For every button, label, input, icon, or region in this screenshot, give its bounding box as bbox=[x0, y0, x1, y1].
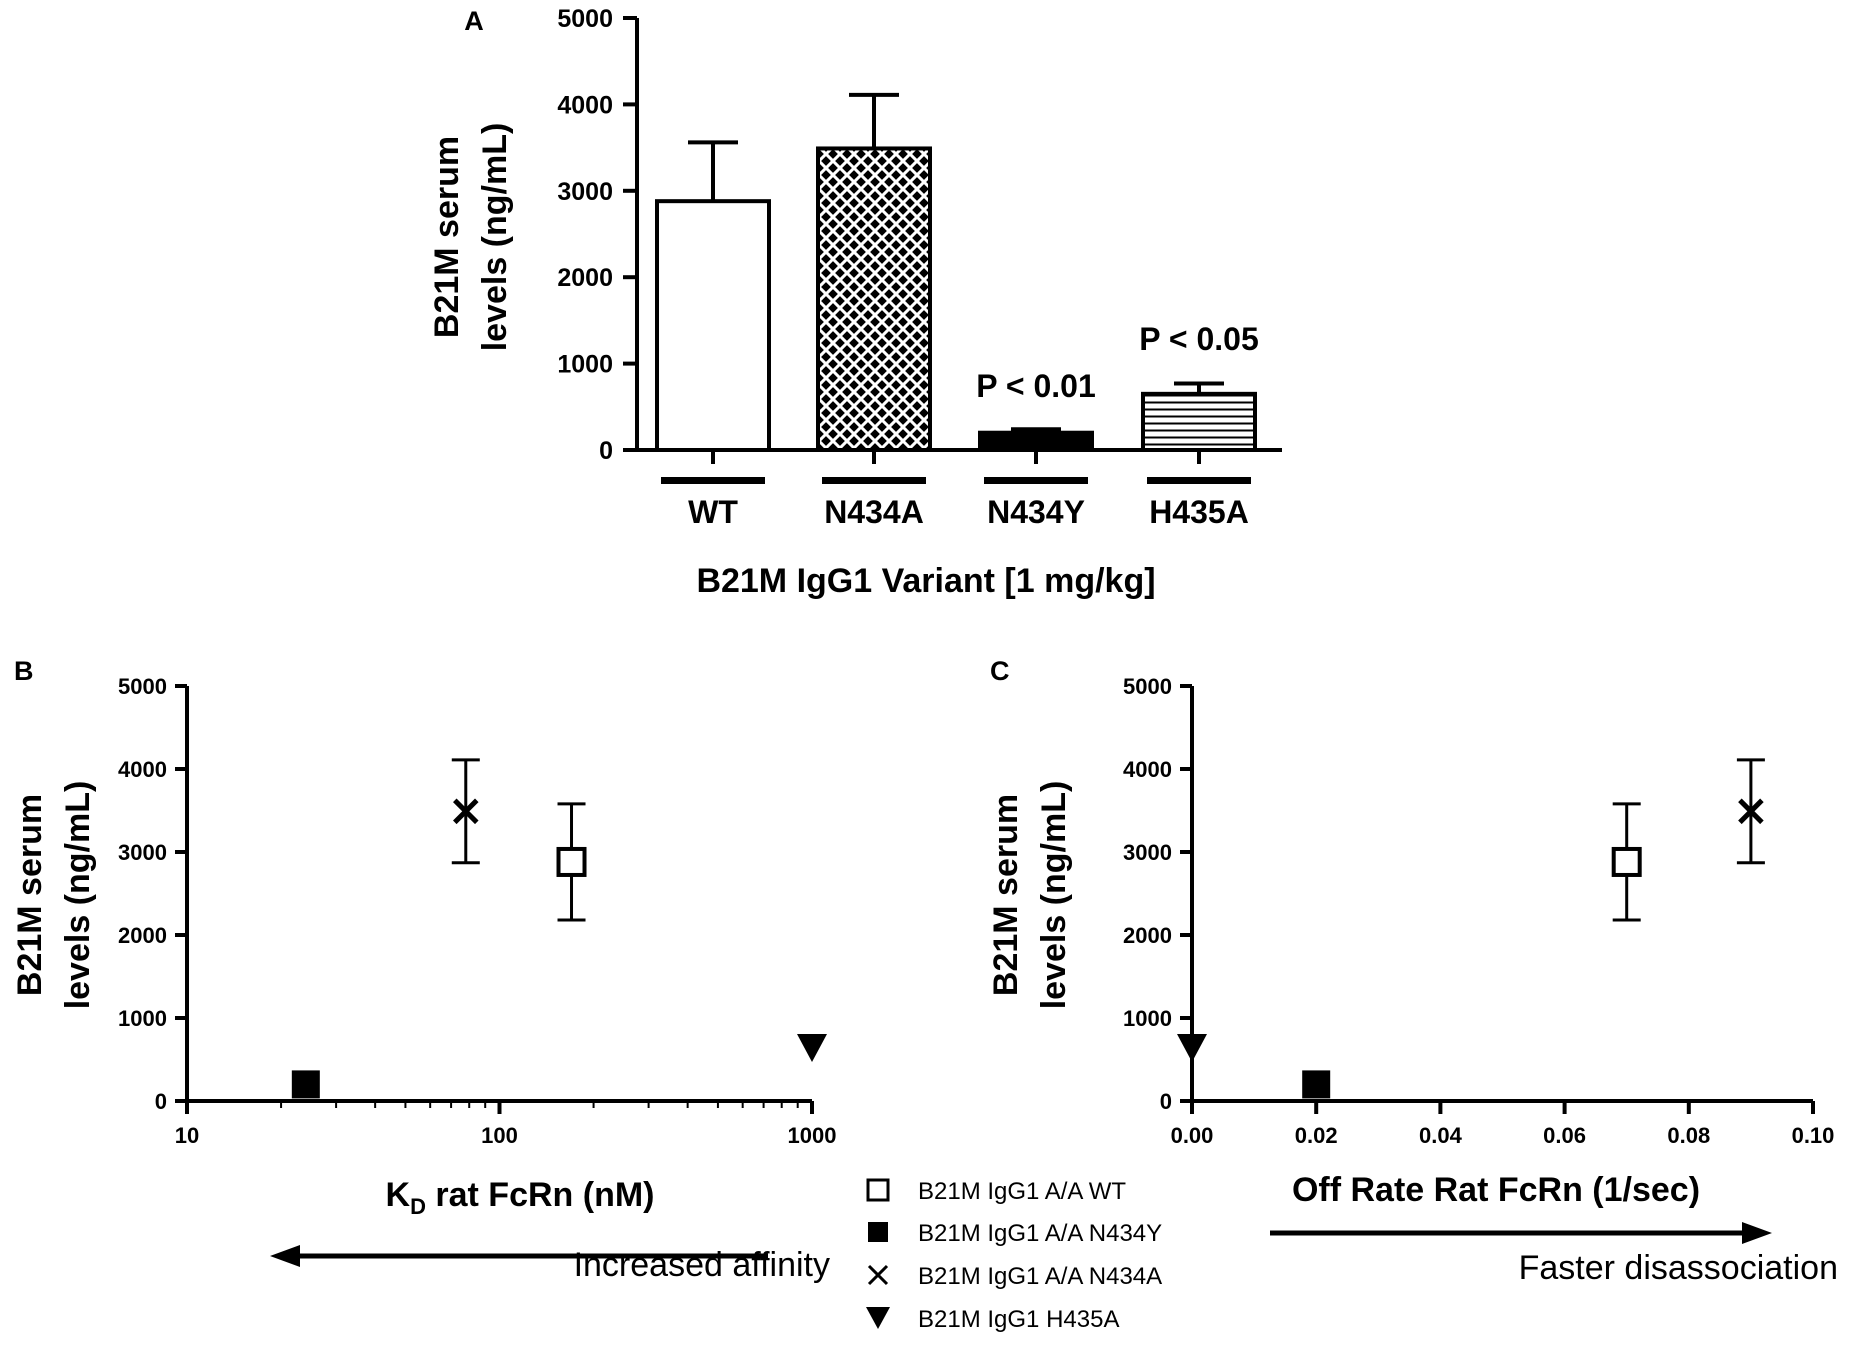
y-tick-label: 3000 bbox=[1123, 840, 1172, 865]
y-label-line-1: B21M serum bbox=[987, 794, 1025, 996]
y-tick-label: 0 bbox=[1160, 1089, 1172, 1114]
category-underline-N434Y bbox=[984, 477, 1088, 484]
legend-label: B21M IgG1 A/A N434A bbox=[918, 1263, 1162, 1290]
y-tick-label: 0 bbox=[155, 1089, 167, 1114]
point-n434a-x-mark bbox=[1738, 798, 1764, 825]
category-label-N434Y: N434Y bbox=[987, 494, 1085, 530]
legend-label: B21M IgG1 H435A bbox=[918, 1306, 1119, 1333]
panel-c-letter: C bbox=[990, 656, 1010, 686]
panel-b-arrow-label: Increased affinity bbox=[574, 1246, 830, 1284]
panel-b-direction-arrow bbox=[270, 1245, 768, 1267]
y-label-line-2: levels (ng/mL) bbox=[476, 123, 514, 352]
category-underline-N434A bbox=[822, 477, 926, 484]
panel-b-axes: 0 1000 2000 3000 4000 5000 10 100 1000 bbox=[118, 674, 836, 1148]
panel-c-direction-arrow bbox=[1270, 1222, 1772, 1244]
panel-c-points bbox=[1177, 758, 1765, 1101]
legend-entry-h435a: B21M IgG1 H435A bbox=[866, 1306, 1119, 1333]
y-tick-label: 2000 bbox=[557, 264, 613, 292]
y-tick-label: 5000 bbox=[1123, 674, 1172, 699]
point-h435a-triangle bbox=[797, 1034, 827, 1063]
legend-entry-n434a: B21M IgG1 A/A N434A bbox=[867, 1263, 1162, 1290]
panel-b-scatter-chart: B B21M serum levels (ng/mL) 0 1000 2000 300… bbox=[11, 656, 836, 1284]
panel-a-x-axis-label: B21M IgG1 Variant [1 mg/kg] bbox=[696, 562, 1155, 600]
legend-entry-n434y: B21M IgG1 A/A N434Y bbox=[868, 1220, 1162, 1247]
point-n434y-filled-square bbox=[291, 1070, 320, 1099]
category-underline-WT bbox=[661, 477, 765, 484]
filled-square-icon bbox=[868, 1222, 888, 1242]
bar-H435A bbox=[1141, 391, 1257, 452]
y-label-line-1: B21M serum bbox=[11, 794, 49, 996]
panel-a-bar-chart: A B21M serum levels (ng/mL) 0 1000 2000 300… bbox=[428, 5, 1282, 600]
filled-triangle-down-icon bbox=[866, 1307, 890, 1329]
panel-a-letter: A bbox=[464, 6, 484, 36]
y-tick-label: 3000 bbox=[557, 178, 613, 206]
legend: B21M IgG1 A/A WT B21M IgG1 A/A N434Y B21… bbox=[866, 1178, 1162, 1333]
x-tick-label: 100 bbox=[481, 1123, 518, 1148]
panel-b-x-axis-label: KD rat FcRn (nM) bbox=[386, 1176, 655, 1219]
point-h435a-triangle bbox=[1177, 1034, 1207, 1063]
x-tick-label: 0.00 bbox=[1171, 1123, 1214, 1148]
panel-b-letter: B bbox=[14, 656, 34, 686]
y-tick-label: 1000 bbox=[557, 351, 613, 379]
x-tick-label: 0.04 bbox=[1419, 1123, 1463, 1148]
panel-a-bars: P < 0.01 P < 0.05 bbox=[655, 92, 1259, 453]
panel-c-axes: 0 1000 2000 3000 4000 5000 0.00 0.02 0.04 0.06 0.0… bbox=[1123, 674, 1834, 1148]
point-n434y-filled-square bbox=[1302, 1070, 1331, 1099]
significance-label-N434Y: P < 0.01 bbox=[976, 368, 1096, 404]
y-tick-label: 4000 bbox=[118, 757, 167, 782]
point-n434a-x-mark bbox=[453, 798, 479, 825]
panel-a-category-labels: WT N434A N434Y H435A bbox=[661, 477, 1251, 530]
panel-a-y-axis-label: B21M serum levels (ng/mL) bbox=[428, 123, 514, 352]
x-tick-label: 1000 bbox=[788, 1123, 837, 1148]
x-tick-label: 0.02 bbox=[1295, 1123, 1338, 1148]
y-tick-label: 4000 bbox=[557, 91, 613, 119]
legend-label: B21M IgG1 A/A WT bbox=[918, 1178, 1126, 1205]
y-tick-label: 4000 bbox=[1123, 757, 1172, 782]
panel-c-y-axis-label: B21M serum levels (ng/mL) bbox=[987, 781, 1073, 1010]
category-label-N434A: N434A bbox=[824, 494, 924, 530]
bar-WT bbox=[655, 199, 771, 452]
x-tick-label: 10 bbox=[175, 1123, 199, 1148]
category-label-H435A: H435A bbox=[1149, 494, 1249, 530]
x-tick-label: 0.06 bbox=[1543, 1123, 1586, 1148]
panel-c-x-axis-label: Off Rate Rat FcRn (1/sec) bbox=[1292, 1171, 1700, 1209]
legend-label: B21M IgG1 A/A N434Y bbox=[918, 1220, 1162, 1247]
legend-entry-wt: B21M IgG1 A/A WT bbox=[866, 1178, 1126, 1205]
y-label-line-1: B21M serum bbox=[428, 136, 466, 338]
x-tick-label: 0.08 bbox=[1667, 1123, 1710, 1148]
x-tick-label: 0.10 bbox=[1792, 1123, 1835, 1148]
bar-N434A bbox=[816, 146, 932, 453]
panel-c-scatter-chart: C B21M serum levels (ng/mL) 0 1000 2000 300… bbox=[987, 656, 1838, 1287]
y-tick-label: 3000 bbox=[118, 840, 167, 865]
category-underline-H435A bbox=[1147, 477, 1251, 484]
point-wt-open-square bbox=[1611, 846, 1642, 877]
y-tick-label: 1000 bbox=[118, 1006, 167, 1031]
significance-label-H435A: P < 0.05 bbox=[1139, 321, 1259, 357]
panel-c-arrow-label: Faster disassociation bbox=[1519, 1249, 1838, 1287]
y-tick-label: 1000 bbox=[1123, 1006, 1172, 1031]
y-tick-label: 2000 bbox=[1123, 923, 1172, 948]
y-tick-label: 5000 bbox=[557, 5, 613, 33]
open-square-icon bbox=[866, 1178, 890, 1202]
x-mark-icon bbox=[867, 1264, 889, 1286]
bar-N434Y bbox=[978, 430, 1094, 453]
category-label-WT: WT bbox=[688, 494, 738, 530]
y-tick-label: 0 bbox=[599, 437, 613, 465]
panel-b-points bbox=[291, 758, 827, 1099]
point-wt-open-square bbox=[556, 846, 587, 877]
y-tick-label: 2000 bbox=[118, 923, 167, 948]
y-label-line-2: levels (ng/mL) bbox=[59, 781, 97, 1010]
panel-b-y-axis-label: B21M serum levels (ng/mL) bbox=[11, 781, 97, 1010]
y-label-line-2: levels (ng/mL) bbox=[1035, 781, 1073, 1010]
y-tick-label: 5000 bbox=[118, 674, 167, 699]
